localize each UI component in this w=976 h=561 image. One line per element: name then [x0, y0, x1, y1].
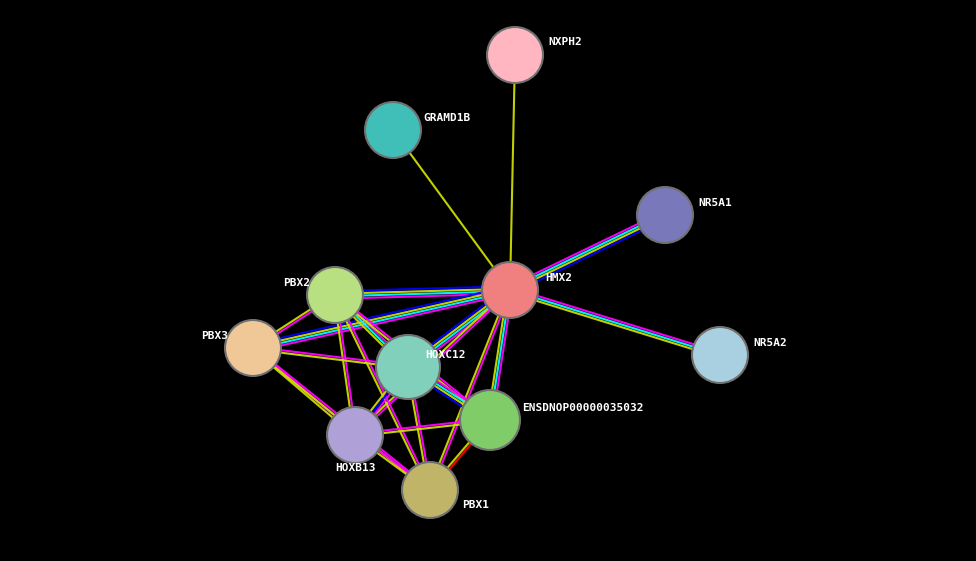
Text: PBX3: PBX3: [201, 331, 228, 341]
Circle shape: [402, 462, 458, 518]
Text: HMX2: HMX2: [545, 273, 572, 283]
Circle shape: [482, 262, 538, 318]
Circle shape: [365, 102, 421, 158]
Circle shape: [327, 407, 383, 463]
Text: NXPH2: NXPH2: [548, 37, 582, 47]
Circle shape: [376, 335, 440, 399]
Text: NR5A1: NR5A1: [698, 198, 732, 208]
Circle shape: [637, 187, 693, 243]
Text: NR5A2: NR5A2: [753, 338, 787, 348]
Text: PBX1: PBX1: [462, 500, 489, 510]
Circle shape: [460, 390, 520, 450]
Text: ENSDNOP00000035032: ENSDNOP00000035032: [522, 403, 643, 413]
Circle shape: [487, 27, 543, 83]
Text: PBX2: PBX2: [283, 278, 310, 288]
Text: GRAMD1B: GRAMD1B: [423, 113, 470, 123]
Circle shape: [692, 327, 748, 383]
Text: HOXC12: HOXC12: [425, 350, 466, 360]
Text: HOXB13: HOXB13: [335, 463, 375, 473]
Circle shape: [225, 320, 281, 376]
Circle shape: [307, 267, 363, 323]
